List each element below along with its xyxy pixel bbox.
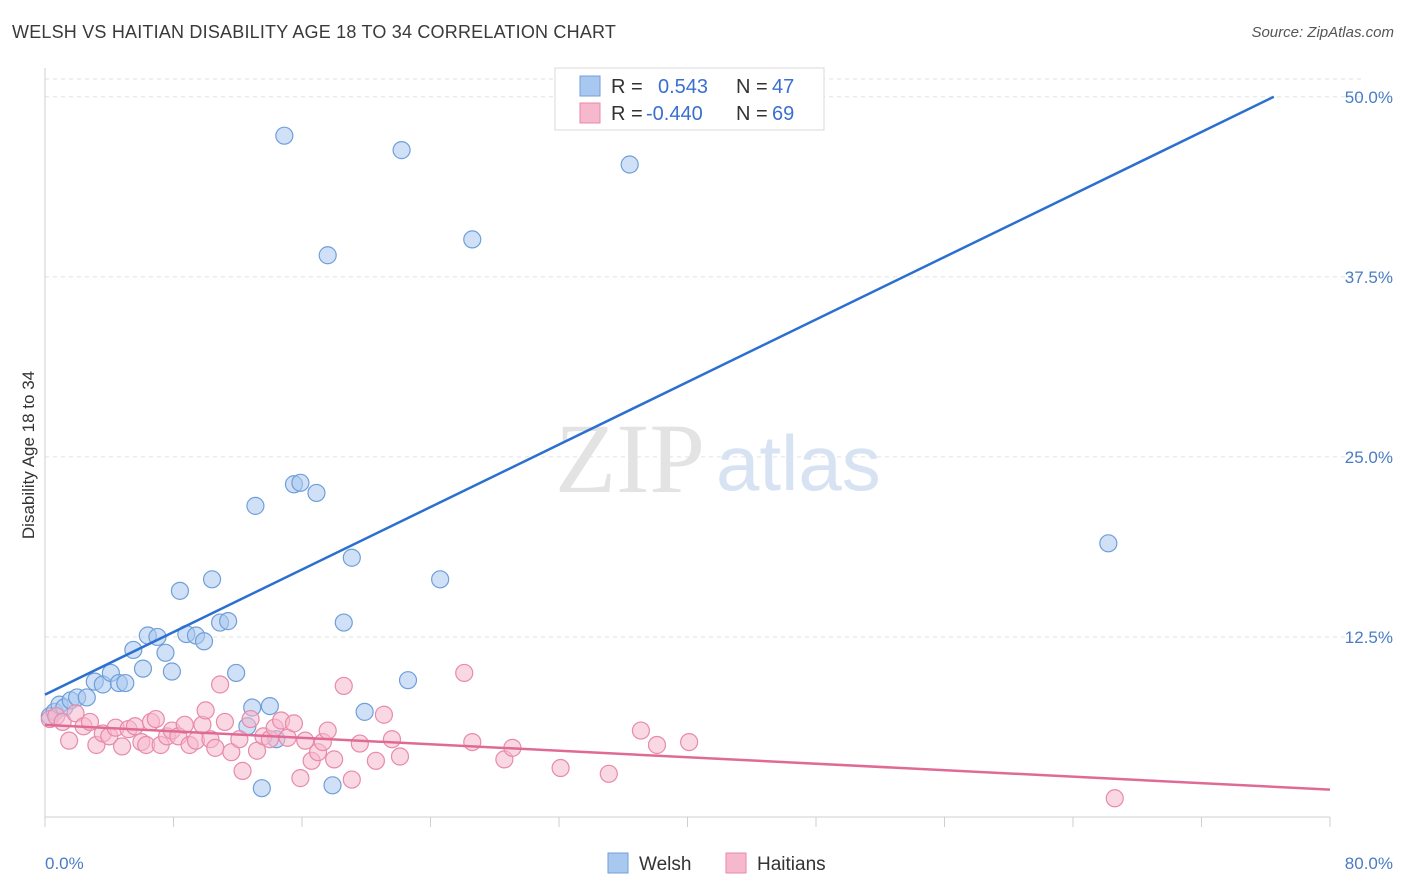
haitian-trend-line xyxy=(44,723,1331,791)
haitian-point xyxy=(210,675,230,694)
haitian-point xyxy=(382,730,402,749)
legend-n-value-welsh: 47 xyxy=(772,76,794,98)
y-axis-label: Disability Age 18 to 34 xyxy=(19,371,38,539)
welsh-point xyxy=(431,570,450,589)
haitian-point xyxy=(631,721,651,740)
welsh-point xyxy=(355,702,374,721)
haitian-point xyxy=(206,738,225,757)
legend-r-value-haitians: -0.440 xyxy=(646,103,703,125)
welsh-point xyxy=(291,473,310,492)
haitian-point xyxy=(551,758,570,778)
bottom-legend: Welsh Haitians xyxy=(607,852,826,875)
legend: R = 0.543 N = 47 R = -0.440 N = 69 xyxy=(554,67,825,131)
welsh-point xyxy=(620,155,639,174)
welsh-point xyxy=(156,643,175,662)
y-tick-label: 25.0% xyxy=(1345,448,1393,467)
haitian-point xyxy=(59,731,79,750)
x-tick-label-min: 0.0% xyxy=(45,854,84,873)
welsh-point xyxy=(398,671,418,690)
bottom-legend-label-welsh: Welsh xyxy=(639,854,691,875)
watermark: ZIP atlas xyxy=(555,403,881,514)
y-tick-label: 37.5% xyxy=(1345,268,1393,287)
welsh-point xyxy=(275,126,294,145)
watermark-zip: ZIP xyxy=(555,403,705,514)
welsh-point xyxy=(334,613,353,632)
bottom-legend-label-haitians: Haitians xyxy=(757,854,826,875)
welsh-point xyxy=(116,673,135,693)
grid-lines xyxy=(45,78,1365,638)
haitian-point xyxy=(284,714,304,733)
haitian-point xyxy=(455,663,474,683)
welsh-point xyxy=(133,659,153,678)
welsh-point xyxy=(252,779,271,798)
haitian-point xyxy=(296,731,315,750)
legend-n-value-haitians: 69 xyxy=(772,103,794,125)
haitian-point xyxy=(196,701,215,720)
haitian-point xyxy=(318,721,337,740)
chart-source: Source: ZipAtlas.com xyxy=(1251,24,1394,41)
trend-lines xyxy=(44,95,1331,791)
haitian-point xyxy=(390,747,410,766)
welsh-point xyxy=(323,776,342,795)
haitian-point xyxy=(222,743,241,762)
chart-title: WELSH VS HAITIAN DISABILITY AGE 18 TO 34… xyxy=(12,22,617,42)
haitian-point xyxy=(647,735,667,755)
legend-swatch-welsh xyxy=(579,75,601,97)
welsh-point xyxy=(170,581,190,600)
y-tick-labels: 12.5% 25.0% 37.5% 50.0% xyxy=(1345,88,1393,647)
welsh-point xyxy=(1099,534,1118,553)
haitian-point xyxy=(291,769,310,788)
haitian-point xyxy=(1105,789,1124,808)
welsh-point xyxy=(162,662,181,681)
haitian-point xyxy=(112,737,132,756)
welsh-point xyxy=(260,696,279,716)
haitian-point xyxy=(680,732,699,752)
x-tick-labels: 0.0% 80.0% xyxy=(45,854,1393,873)
welsh-point xyxy=(202,570,222,589)
legend-r-label-haitians: R = xyxy=(611,103,643,125)
haitian-point xyxy=(374,705,394,724)
haitian-point xyxy=(342,770,361,789)
haitian-point xyxy=(66,704,85,723)
haitian-point xyxy=(463,732,482,752)
y-tick-label: 50.0% xyxy=(1345,88,1393,107)
haitian-point xyxy=(599,764,618,783)
bottom-legend-swatch-welsh xyxy=(607,852,629,874)
x-tick-label-max: 80.0% xyxy=(1345,854,1393,873)
welsh-point xyxy=(194,632,214,651)
data-points xyxy=(40,112,1124,808)
haitian-point xyxy=(215,712,234,732)
axes xyxy=(44,68,1331,827)
y-tick-label: 12.5% xyxy=(1345,628,1393,647)
welsh-trend-line xyxy=(44,95,1275,696)
bottom-legend-swatch-haitians xyxy=(725,852,747,874)
welsh-point xyxy=(463,230,482,249)
welsh-point xyxy=(227,663,246,683)
welsh-point xyxy=(246,496,265,515)
welsh-point xyxy=(77,688,96,707)
welsh-point xyxy=(342,548,361,567)
watermark-atlas: atlas xyxy=(716,419,881,507)
legend-r-label-welsh: R = xyxy=(611,76,643,98)
legend-n-label-welsh: N = xyxy=(736,76,768,98)
welsh-point xyxy=(392,141,411,160)
haitian-point xyxy=(125,717,145,736)
haitian-point xyxy=(334,676,353,696)
haitian-point xyxy=(325,750,344,769)
haitian-point xyxy=(233,761,252,781)
haitian-point xyxy=(366,751,385,770)
legend-r-value-welsh: 0.543 xyxy=(658,76,708,98)
haitian-point xyxy=(175,715,194,734)
welsh-point xyxy=(307,483,326,503)
welsh-point xyxy=(318,246,337,265)
haitian-point xyxy=(241,709,260,729)
legend-swatch-haitians xyxy=(579,102,601,124)
haitian-point xyxy=(146,709,165,729)
legend-n-label-haitians: N = xyxy=(736,103,768,125)
haitian-point xyxy=(350,734,369,753)
welsh-point xyxy=(219,612,238,631)
